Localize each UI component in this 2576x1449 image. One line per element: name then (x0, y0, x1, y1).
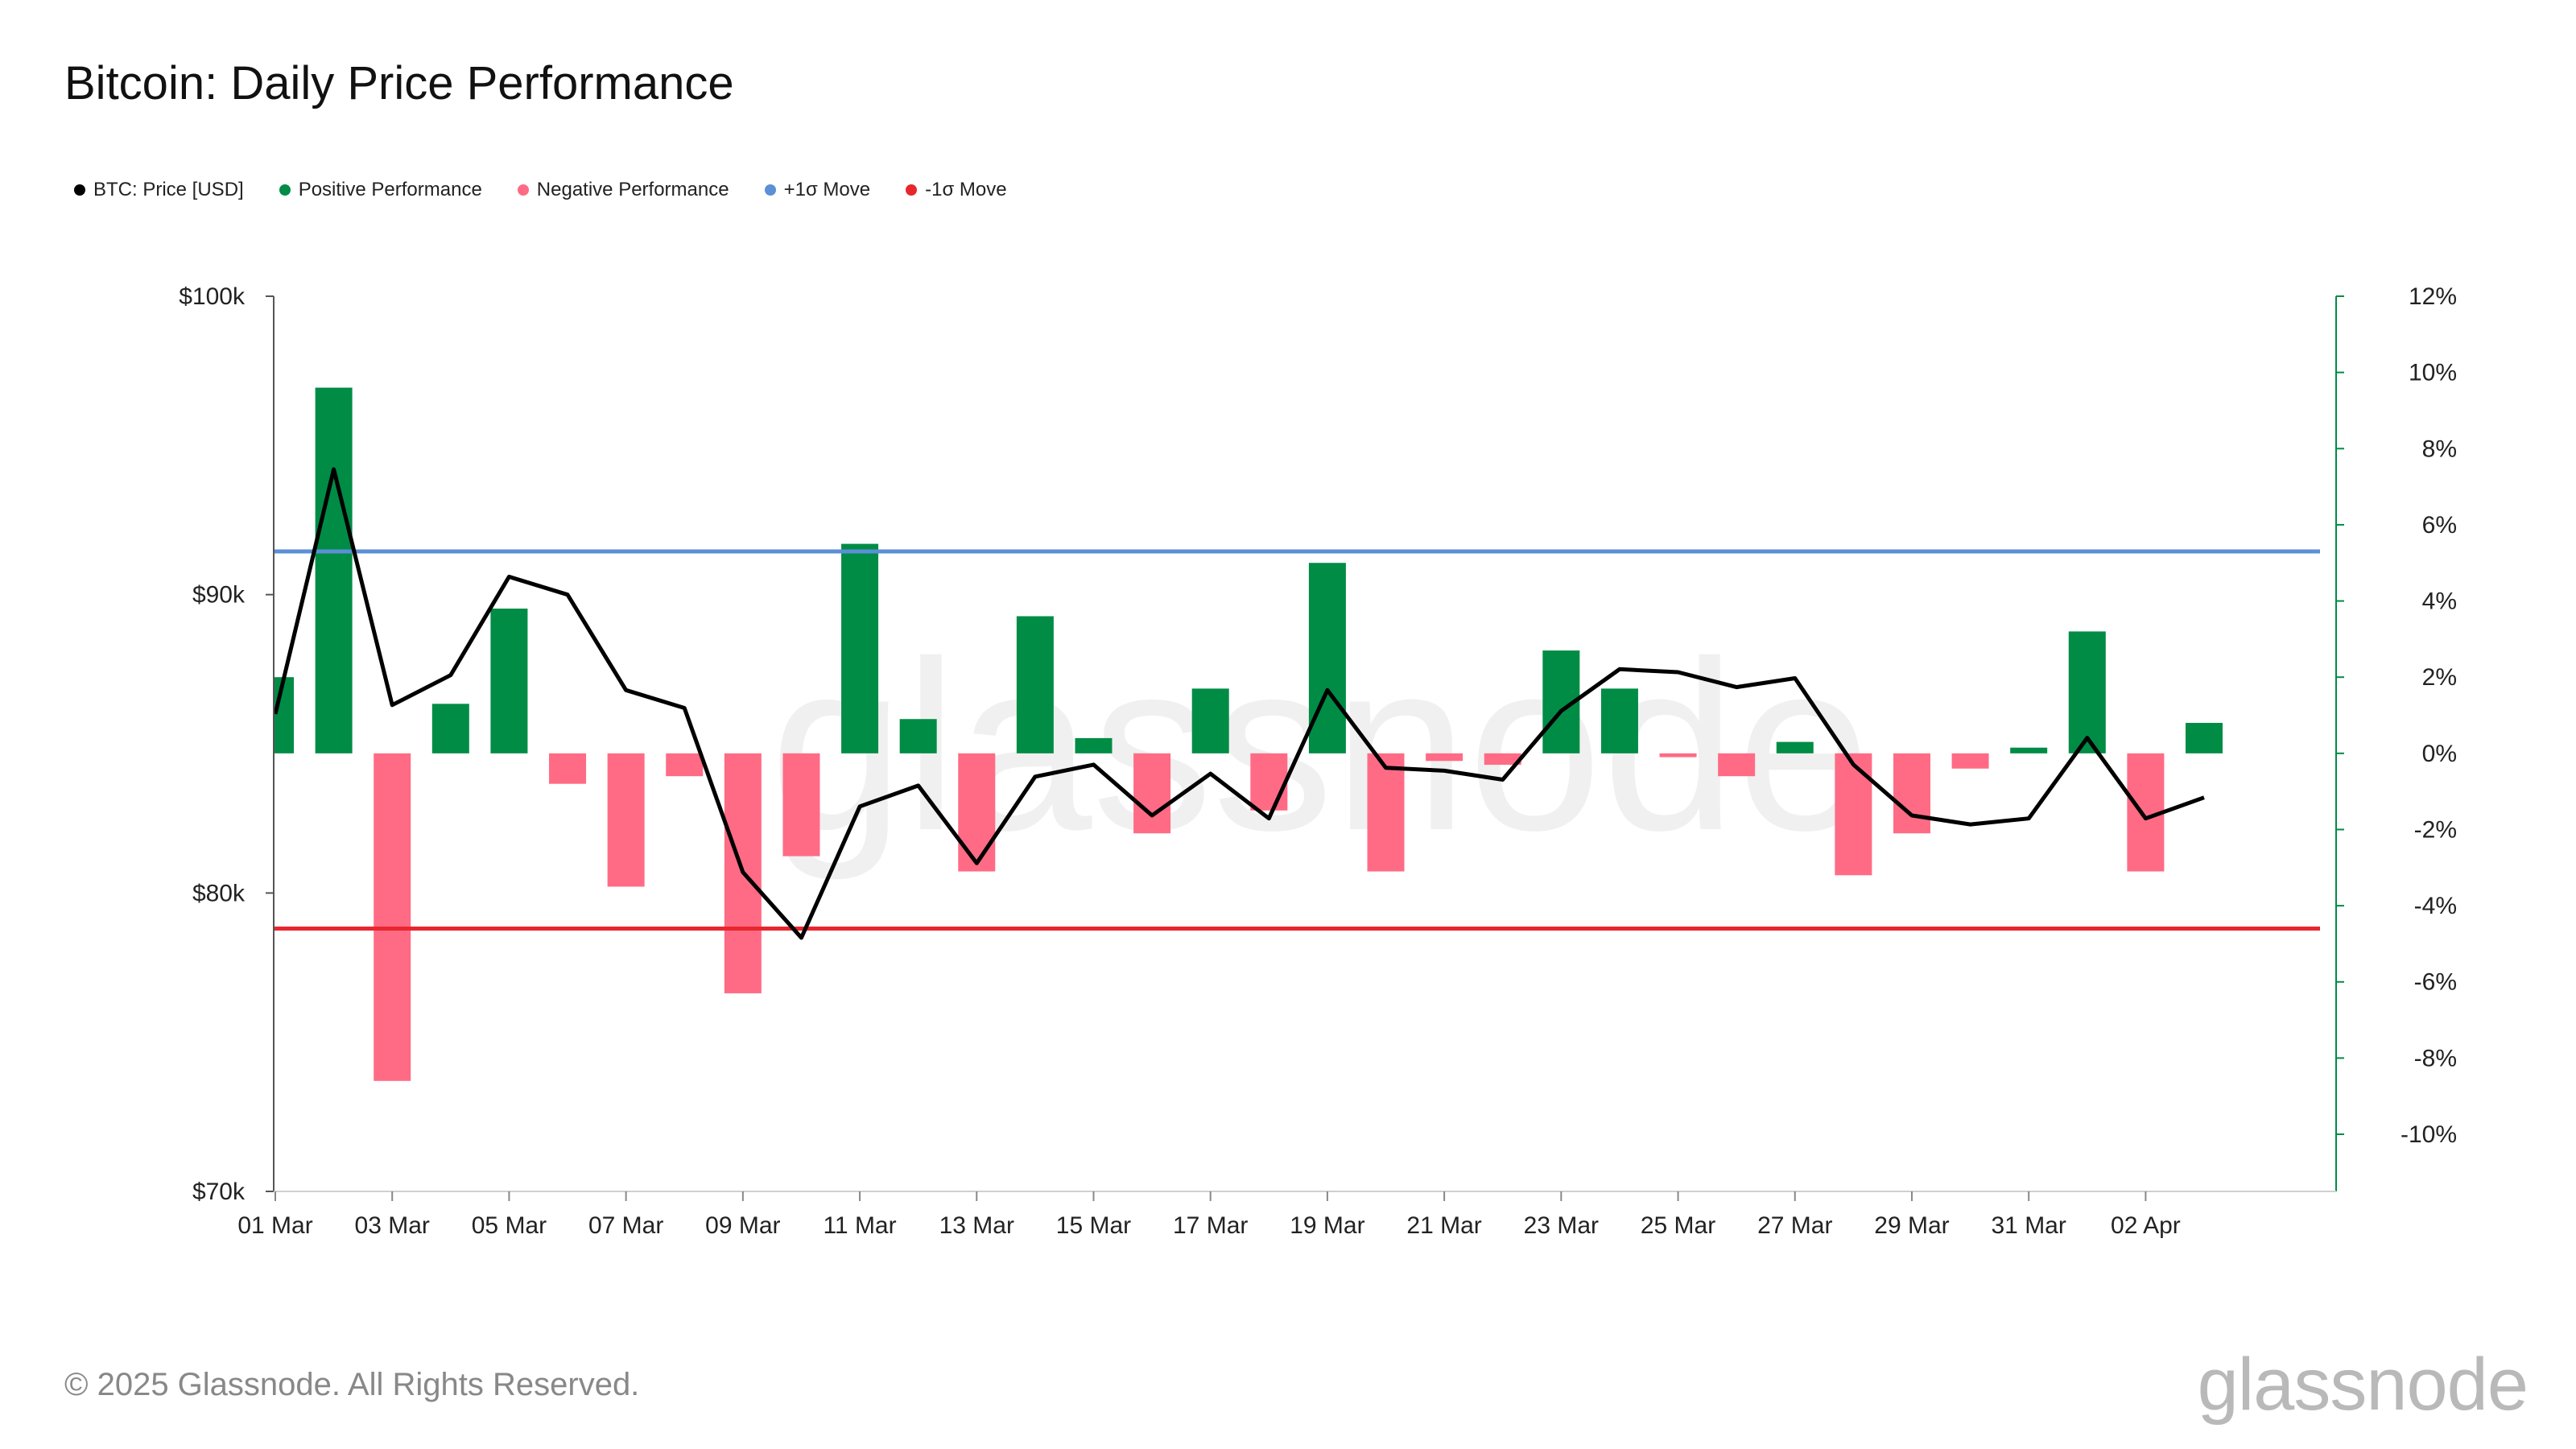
bar-positive-11 (841, 543, 879, 753)
legend-item-positive[interactable]: Positive Performance (279, 179, 482, 201)
bar-negative-6 (549, 753, 587, 784)
y-right-tick-label: -6% (2414, 969, 2457, 996)
y-left-tick-label: $80k (192, 880, 246, 906)
bar-negative-21 (1426, 753, 1463, 762)
legend-dot-negative (517, 184, 529, 196)
bar-negative-13 (958, 753, 996, 872)
bar-negative-16 (1133, 753, 1171, 834)
y-right-tick-label: 8% (2422, 436, 2457, 462)
x-tick-label: 05 Mar (472, 1212, 547, 1239)
bar-negative-3 (374, 753, 411, 1081)
axes-layer: $70k $80k $90k $100k 12% 10% 8% 6% 4% 2% 0% -2% -4% -… (179, 283, 2457, 1239)
x-tick-label: 09 Mar (705, 1212, 780, 1239)
bar-negative-28 (1835, 753, 1872, 876)
x-tick-label: 21 Mar (1406, 1212, 1481, 1239)
bar-negative-29 (1893, 753, 1930, 834)
bar-positive-15 (1075, 737, 1113, 753)
bar-negative-26 (1718, 753, 1756, 777)
x-tick-label: 29 Mar (1874, 1212, 1949, 1239)
bar-negative-30 (1951, 753, 1989, 769)
x-tick-label: 11 Mar (823, 1212, 896, 1239)
y-right-tick-label: 2% (2422, 664, 2457, 691)
y-right-tick-label: -2% (2414, 816, 2457, 843)
x-tick-label: 17 Mar (1173, 1212, 1248, 1239)
y-right-tick-label: 10% (2409, 360, 2457, 386)
bar-positive-31 (2010, 747, 2048, 753)
bar-negative-18 (1250, 753, 1288, 811)
y-right-tick-label: -10% (2401, 1121, 2457, 1148)
bar-positive-1 (275, 677, 294, 753)
y-right-tick-label: 4% (2422, 588, 2457, 615)
legend-label-positive: Positive Performance (298, 179, 482, 200)
bar-negative-20 (1367, 753, 1405, 872)
x-tick-label: 13 Mar (939, 1212, 1014, 1239)
bar-positive-14 (1016, 616, 1054, 753)
x-tick-label: 03 Mar (355, 1212, 430, 1239)
chart-legend: BTC: Price [USD] Positive Performance Ne… (74, 179, 1007, 201)
bar-positive-32 (2068, 631, 2106, 753)
legend-label-minus-sigma: -1σ Move (925, 179, 1007, 200)
y-left-tick-label: $70k (192, 1179, 246, 1205)
legend-dot-plus-sigma (764, 184, 776, 196)
legend-item-negative[interactable]: Negative Performance (517, 179, 729, 201)
bar-positive-24 (1600, 688, 1638, 753)
bar-positive-2 (315, 387, 353, 753)
bar-positive-4 (431, 704, 469, 753)
legend-label-negative: Negative Performance (536, 179, 729, 200)
x-tick-label: 19 Mar (1290, 1212, 1364, 1239)
y-left-tick-label: $90k (192, 582, 246, 609)
bar-positive-12 (899, 719, 937, 753)
bar-positive-17 (1191, 688, 1229, 753)
bar-negative-10 (782, 753, 820, 857)
y-right-tick-label: -8% (2414, 1045, 2457, 1071)
y-right-tick-label: 0% (2422, 741, 2457, 767)
y-left-tick-label: $100k (179, 283, 246, 310)
legend-item-plus-sigma[interactable]: +1σ Move (764, 179, 871, 201)
legend-item-minus-sigma[interactable]: -1σ Move (906, 179, 1007, 201)
bar-negative-25 (1659, 753, 1697, 758)
brand-logo: glassnode (2197, 1344, 2529, 1426)
y-right-tick-label: 12% (2409, 283, 2457, 310)
x-tick-label: 23 Mar (1524, 1212, 1599, 1239)
legend-dot-price (74, 184, 85, 196)
x-tick-label: 02 Apr (2111, 1212, 2181, 1239)
bar-positive-34 (2186, 722, 2223, 753)
bar-positive-19 (1308, 563, 1346, 753)
legend-label-plus-sigma: +1σ Move (783, 179, 871, 200)
x-tick-label: 27 Mar (1757, 1212, 1832, 1239)
y-right-tick-label: -4% (2414, 893, 2457, 919)
bar-negative-7 (607, 753, 645, 887)
x-tick-label: 07 Mar (588, 1212, 663, 1239)
x-tick-label: 15 Mar (1056, 1212, 1131, 1239)
legend-dot-positive (279, 184, 291, 196)
copyright-footer: © 2025 Glassnode. All Rights Reserved. (64, 1367, 640, 1402)
x-tick-label: 31 Mar (1991, 1212, 2066, 1239)
bar-negative-22 (1484, 753, 1521, 766)
sigma-layer (274, 549, 2320, 931)
x-tick-label: 01 Mar (237, 1212, 312, 1239)
legend-label-price: BTC: Price [USD] (93, 179, 244, 200)
y-right-tick-label: 6% (2422, 512, 2457, 539)
bar-positive-5 (490, 609, 528, 753)
price-layer (273, 467, 2205, 940)
x-tick-label: 25 Mar (1641, 1212, 1715, 1239)
bar-negative-8 (666, 753, 704, 777)
bar-positive-27 (1776, 741, 1814, 753)
chart-title: Bitcoin: Daily Price Performance (64, 57, 734, 109)
legend-item-price[interactable]: BTC: Price [USD] (74, 179, 244, 201)
legend-dot-minus-sigma (906, 184, 918, 196)
btc-price-line (273, 467, 2205, 940)
